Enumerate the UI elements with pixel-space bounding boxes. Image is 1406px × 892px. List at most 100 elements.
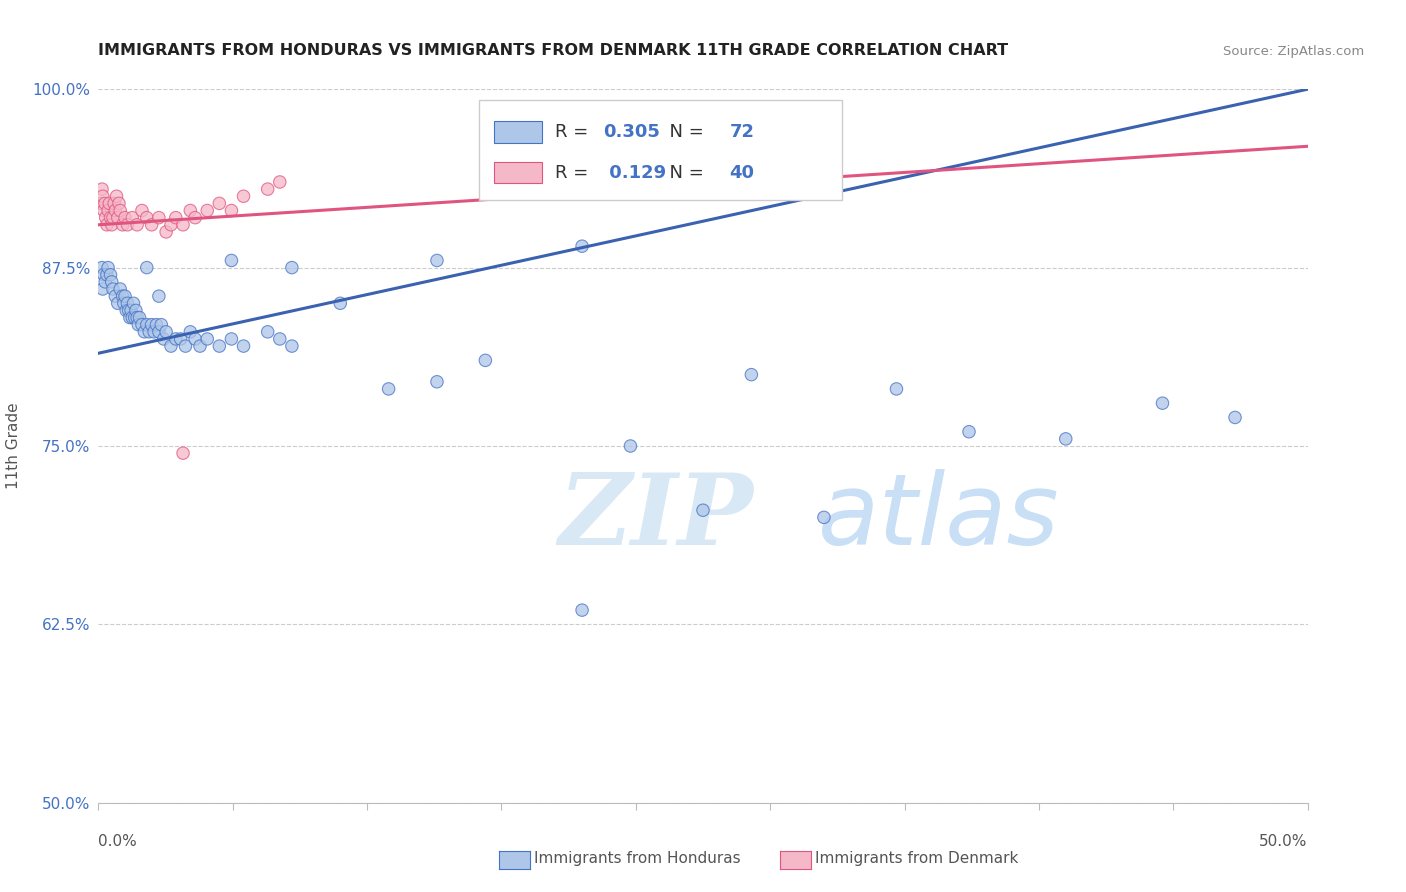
FancyBboxPatch shape (479, 100, 842, 200)
Point (91, 189, 114, 203)
Point (221, 203, 243, 218)
Point (474, 353, 496, 368)
Point (426, 253, 449, 268)
Point (94, 275, 117, 289)
Point (131, 318, 153, 332)
Point (91, 282, 114, 296)
Text: 0.305: 0.305 (603, 123, 659, 141)
Point (90, 196, 112, 211)
Point (91, 182, 114, 196)
Point (377, 382, 399, 396)
Point (122, 296, 145, 310)
Point (101, 282, 124, 296)
Text: Immigrants from Honduras: Immigrants from Honduras (534, 851, 741, 865)
Point (108, 203, 131, 218)
Point (957, 425, 980, 439)
Point (135, 260, 157, 275)
Point (125, 303, 148, 318)
Point (105, 189, 128, 203)
Point (571, 603, 593, 617)
Point (93, 268, 115, 282)
Point (100, 275, 122, 289)
Point (115, 303, 138, 318)
Text: 0.0%: 0.0% (98, 834, 138, 849)
Point (155, 325, 177, 339)
Point (135, 318, 157, 332)
Point (131, 203, 153, 218)
Text: IMMIGRANTS FROM HONDURAS VS IMMIGRANTS FROM DENMARK 11TH GRADE CORRELATION CHART: IMMIGRANTS FROM HONDURAS VS IMMIGRANTS F… (98, 43, 1008, 58)
Point (184, 211, 207, 225)
Point (1223, 410, 1246, 425)
Point (91, 260, 114, 275)
Point (155, 225, 177, 239)
Point (121, 310, 143, 325)
Point (97, 260, 120, 275)
Point (96, 268, 118, 282)
Point (281, 339, 304, 353)
Point (148, 211, 170, 225)
Point (93, 203, 115, 218)
Text: Source: ZipAtlas.com: Source: ZipAtlas.com (1223, 45, 1364, 58)
Point (1152, 396, 1174, 410)
Point (114, 289, 136, 303)
Point (571, 239, 593, 253)
Point (120, 303, 142, 318)
Point (108, 282, 131, 296)
Point (135, 211, 157, 225)
Point (141, 318, 163, 332)
Point (148, 325, 170, 339)
Point (221, 332, 243, 346)
Point (256, 325, 278, 339)
Point (1054, 432, 1077, 446)
Point (117, 218, 139, 232)
Text: 40: 40 (730, 164, 755, 182)
Point (111, 218, 134, 232)
Point (128, 310, 150, 325)
Point (134, 325, 156, 339)
Point (108, 196, 131, 211)
Point (141, 218, 163, 232)
Point (160, 218, 183, 232)
Point (138, 325, 160, 339)
Point (127, 318, 149, 332)
Point (281, 260, 304, 275)
Point (112, 296, 135, 310)
Text: R =: R = (555, 164, 595, 182)
Point (96, 218, 118, 232)
Point (104, 203, 127, 218)
Point (169, 332, 191, 346)
Point (195, 203, 218, 218)
Text: 72: 72 (730, 123, 755, 141)
Point (114, 211, 136, 225)
Point (740, 368, 762, 382)
Point (117, 296, 139, 310)
Text: 0.129: 0.129 (603, 164, 666, 182)
Point (104, 289, 127, 303)
Text: Immigrants from Denmark: Immigrants from Denmark (815, 851, 1019, 865)
Point (148, 289, 170, 303)
Point (232, 189, 254, 203)
Point (269, 175, 291, 189)
Point (100, 218, 122, 232)
Point (118, 303, 141, 318)
Point (94, 211, 117, 225)
Point (127, 218, 149, 232)
Point (165, 211, 187, 225)
Point (179, 203, 201, 218)
Point (160, 339, 183, 353)
Point (94, 196, 117, 211)
Point (886, 382, 908, 396)
Point (150, 318, 173, 332)
Point (152, 332, 174, 346)
Point (174, 339, 197, 353)
Point (172, 218, 194, 232)
Point (256, 182, 278, 196)
Point (100, 268, 122, 282)
Point (221, 253, 243, 268)
FancyBboxPatch shape (494, 162, 543, 184)
Point (692, 503, 714, 517)
Point (208, 339, 231, 353)
Point (426, 375, 449, 389)
Point (101, 211, 124, 225)
Point (165, 332, 187, 346)
